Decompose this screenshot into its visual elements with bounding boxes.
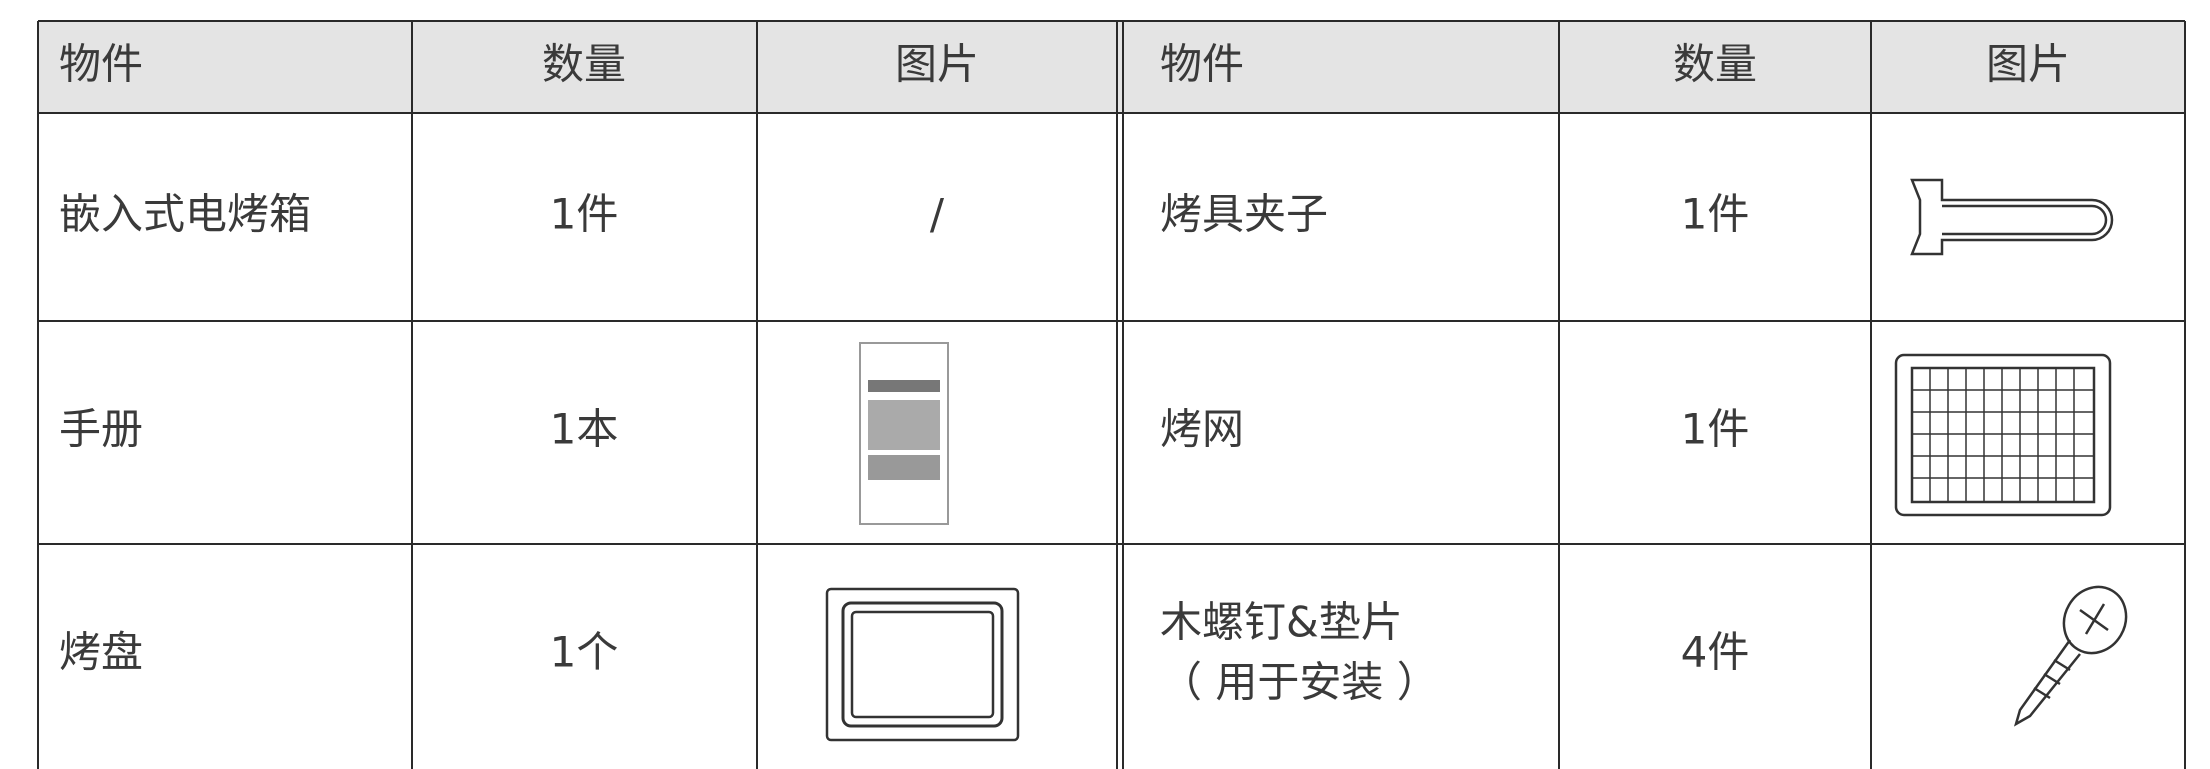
header-cell: 图片 (895, 40, 979, 89)
item-name: 嵌入式电烤箱 (59, 190, 311, 239)
header-background (38, 21, 2185, 113)
quantity: 4件 (1681, 628, 1750, 677)
header-cell: 数量 (1673, 40, 1757, 89)
picture-placeholder: / (930, 190, 945, 239)
quantity: 1本 (550, 405, 619, 454)
grill-icon (1894, 353, 2112, 517)
header-cell: 数量 (542, 40, 626, 89)
quantity: 1个 (550, 628, 619, 677)
screw-icon (2013, 585, 2128, 727)
item-name: 烤网 (1160, 405, 1244, 454)
header-cell: 物件 (59, 40, 143, 89)
table-grid (37, 20, 2186, 769)
header-cell: 图片 (1986, 40, 2070, 89)
quantity: 1件 (1681, 190, 1750, 239)
manual-icon (859, 342, 949, 525)
quantity: 1件 (1681, 405, 1750, 454)
item-name: （ 用于安装 ） (1160, 658, 1439, 707)
item-name: 手册 (59, 405, 143, 454)
item-name: 烤盘 (59, 628, 143, 677)
clamp-icon (1910, 178, 2114, 256)
header-cell: 物件 (1160, 40, 1244, 89)
item-name: 木螺钉&垫片 (1160, 598, 1403, 647)
tray-icon (825, 587, 1020, 742)
item-name: 烤具夹子 (1160, 190, 1328, 239)
quantity: 1件 (550, 190, 619, 239)
